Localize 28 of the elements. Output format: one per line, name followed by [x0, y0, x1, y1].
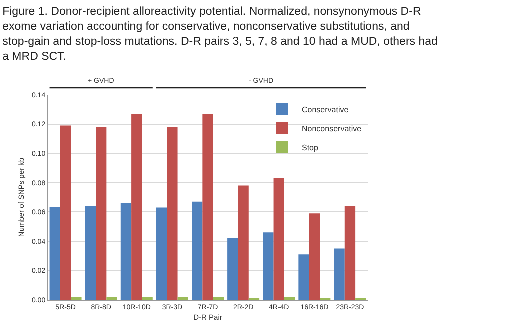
bar: [106, 297, 118, 300]
bar: [71, 297, 82, 300]
bar: [298, 254, 310, 300]
legend-label: Stop: [302, 144, 320, 153]
bar: [167, 127, 178, 300]
legend-label: Conservative: [302, 106, 350, 115]
bar: [309, 214, 320, 300]
bar: [228, 238, 238, 300]
chart-title: Figure 1. Donor-recipient alloreactivity potential. Normalized, nonsynonymous D-R exome variation accounting for conservative, nonconservative substitutions, and stop-gain and stop-loss mutations. D-R pairs 3, 5, 7, 8 and 10 had a MUD, others had a MRD SCT.: [2, 6, 438, 63]
bar: [132, 114, 142, 300]
bar: [142, 297, 153, 300]
bar: [192, 202, 203, 300]
bar: [96, 127, 107, 300]
bar: [156, 208, 168, 300]
legend-label: Nonconservative: [302, 124, 362, 134]
bar: [334, 248, 345, 300]
bar: [284, 297, 296, 300]
bar: [238, 186, 249, 300]
bar: [50, 207, 60, 300]
bar: [274, 178, 284, 300]
bar: [178, 297, 188, 300]
bar: [120, 203, 132, 300]
bar: [60, 126, 72, 300]
bar: [213, 297, 224, 300]
bar: [85, 206, 96, 300]
bar: [344, 206, 356, 300]
bar: [202, 114, 214, 300]
bar: [263, 232, 274, 300]
